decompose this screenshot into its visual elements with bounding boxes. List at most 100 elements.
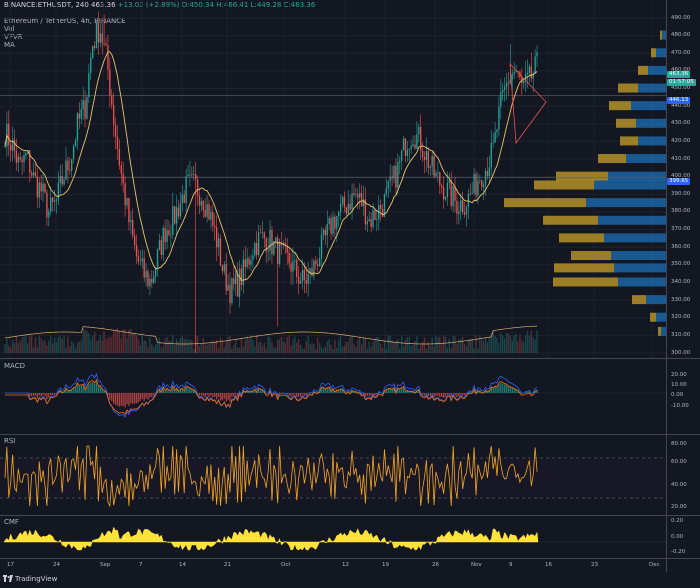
candle-body bbox=[528, 66, 531, 73]
cmf-tick-1: 0.20 bbox=[671, 518, 684, 524]
candle-body bbox=[202, 200, 204, 211]
candle-body bbox=[116, 136, 119, 150]
volume-bar bbox=[61, 338, 63, 353]
volume-bar bbox=[309, 343, 311, 353]
volume-profile-down-bar bbox=[660, 30, 662, 40]
level-tag-a: 446.13 bbox=[667, 97, 691, 104]
volume-bar bbox=[195, 335, 197, 353]
macd-histogram-bar bbox=[326, 387, 328, 393]
volume-bar bbox=[383, 340, 386, 353]
price-axis-label: 330.00 bbox=[671, 296, 691, 303]
tradingview-brand[interactable]: TradingView bbox=[3, 575, 57, 583]
candle-body bbox=[444, 196, 447, 200]
cmf-tick-3: -0.20 bbox=[671, 549, 686, 555]
candle-body bbox=[370, 219, 372, 228]
price-axis-label: 350.00 bbox=[671, 261, 691, 268]
candle-body bbox=[200, 200, 203, 206]
cmf-pane[interactable] bbox=[0, 516, 666, 558]
candle-body bbox=[149, 279, 151, 287]
volume-bar bbox=[294, 336, 296, 353]
candle-body bbox=[433, 155, 435, 177]
pane-divider-cmf[interactable] bbox=[0, 515, 700, 516]
macd-histogram-bar bbox=[103, 389, 105, 393]
study-vol[interactable]: Vol bbox=[4, 25, 15, 33]
volume-bar bbox=[303, 348, 306, 353]
candle-body bbox=[193, 173, 195, 175]
volume-bar bbox=[446, 347, 449, 353]
volume-bar bbox=[196, 335, 199, 353]
study-vpvr[interactable]: VPVR bbox=[4, 33, 23, 41]
candle-body bbox=[196, 179, 199, 196]
candle-body bbox=[235, 273, 237, 284]
pane-divider-rsi[interactable] bbox=[0, 434, 700, 435]
volume-profile-up-bar bbox=[656, 48, 666, 58]
macd-histogram-bar bbox=[324, 388, 327, 393]
macd-pane[interactable] bbox=[0, 359, 666, 434]
volume-bar bbox=[376, 336, 378, 353]
candle-body bbox=[441, 185, 443, 188]
candle-body bbox=[246, 258, 248, 267]
macd-histogram-bar bbox=[135, 393, 138, 404]
candle-body bbox=[294, 260, 296, 262]
macd-histogram-bar bbox=[399, 388, 401, 393]
candle-body bbox=[132, 220, 134, 236]
macd-tick-4: -10.00 bbox=[671, 403, 689, 409]
candle-body bbox=[103, 43, 105, 45]
candle-body bbox=[456, 200, 458, 214]
candle-body bbox=[357, 193, 359, 198]
macd-histogram-bar bbox=[462, 393, 464, 396]
candle-body bbox=[107, 45, 109, 70]
brand-name: TradingView bbox=[15, 575, 58, 583]
volume-bar bbox=[46, 345, 48, 353]
volume-profile-up-bar bbox=[608, 171, 666, 181]
candle-body bbox=[376, 219, 378, 221]
candle-body bbox=[223, 264, 225, 272]
macd-histogram-bar bbox=[433, 393, 435, 397]
macd-histogram-bar bbox=[147, 393, 149, 400]
volume-bar bbox=[280, 336, 283, 353]
candle-body bbox=[166, 230, 168, 243]
volume-bar bbox=[193, 348, 195, 353]
volume-profile-up-bar bbox=[648, 65, 666, 75]
candle-body bbox=[187, 174, 189, 177]
volume-profile-down-bar bbox=[556, 171, 608, 181]
price-chart[interactable] bbox=[0, 0, 666, 358]
volume-bar bbox=[389, 335, 391, 353]
study-ma[interactable]: MA bbox=[4, 41, 15, 49]
candle-body bbox=[219, 238, 222, 266]
candle-body bbox=[381, 209, 384, 217]
macd-histogram-bar bbox=[414, 391, 416, 393]
time-axis-label: 9 bbox=[509, 562, 513, 568]
macd-histogram-bar bbox=[505, 384, 508, 393]
symbol-name[interactable]: BINANCE:ETHUSDT, 240 bbox=[4, 1, 89, 9]
macd-histogram-bar bbox=[437, 393, 439, 396]
volume-bar bbox=[57, 336, 60, 353]
volume-bar bbox=[536, 330, 538, 353]
macd-histogram-bar bbox=[498, 383, 500, 393]
volume-bar bbox=[23, 336, 25, 353]
candle-body bbox=[55, 199, 58, 201]
macd-histogram-bar bbox=[29, 393, 31, 397]
macd-histogram-bar bbox=[536, 389, 538, 393]
candle-body bbox=[185, 176, 187, 203]
volume-bar bbox=[189, 339, 191, 353]
candle-body bbox=[442, 187, 445, 200]
candle-body bbox=[215, 227, 218, 248]
volume-bar bbox=[492, 330, 494, 353]
volume-profile-up-bar bbox=[636, 118, 666, 128]
volume-bar bbox=[137, 339, 140, 353]
rsi-pane[interactable] bbox=[0, 435, 666, 515]
macd-histogram-bar bbox=[296, 393, 298, 397]
macd-histogram-bar bbox=[257, 387, 260, 393]
macd-histogram-bar bbox=[233, 393, 235, 397]
candle-body bbox=[336, 216, 338, 229]
volume-bar bbox=[174, 344, 176, 353]
volume-profile-up-bar bbox=[614, 263, 666, 273]
volume-bar bbox=[402, 345, 405, 353]
candle-body bbox=[301, 269, 304, 282]
pane-divider-macd[interactable] bbox=[0, 358, 700, 359]
candle-body bbox=[410, 146, 412, 150]
volume-bar bbox=[521, 340, 523, 353]
macd-histogram-bar bbox=[391, 388, 393, 393]
candle-body bbox=[311, 268, 313, 277]
